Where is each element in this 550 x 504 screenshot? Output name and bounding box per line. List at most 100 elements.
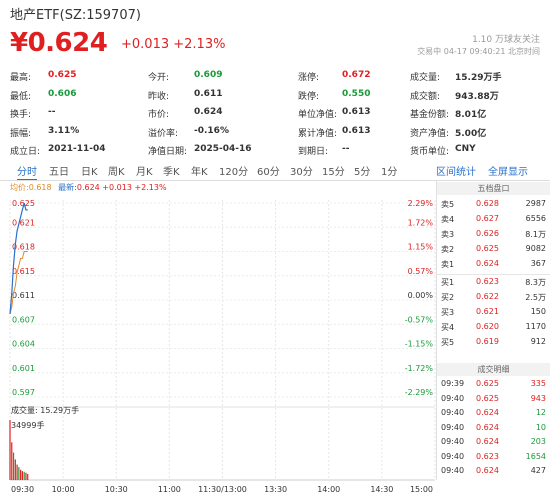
percent-tick-label: 0.00% [408,291,434,300]
trade-price: 0.625 [476,393,499,403]
percent-tick-label: 0.57% [408,267,434,276]
change-percent: +2.13% [173,37,226,52]
order-level-label: 卖5 [441,200,455,209]
tab-period[interactable]: 五日 [49,167,69,178]
order-book-title: 五档盘口 [437,182,550,195]
order-level-price: 0.619 [476,337,499,346]
order-level-volume: 367 [530,259,546,268]
tab-period[interactable]: 季K [163,167,180,178]
stat-value: 0.550 [342,88,371,99]
percent-tick-label: 2.29% [408,199,434,208]
stat-value: 0.611 [194,88,223,99]
order-level-price: 0.626 [476,229,499,238]
tab-period[interactable]: 15分 [322,167,345,178]
trade-time: 09:40 [441,451,465,461]
stat-label: 基金份额: [410,110,450,120]
trade-time: 09:40 [441,466,465,475]
tab-period[interactable]: 日K [81,167,98,178]
percent-tick-label: -2.29% [405,388,434,397]
price-tick-label: 0.597 [12,388,35,397]
percent-tick-label: -0.57% [405,315,434,324]
stat-label: 振幅: [10,128,32,139]
trade-price: 0.625 [476,379,499,388]
tab-period[interactable]: 1分 [381,167,398,178]
stat-label: 到期日: [298,147,329,157]
stat-label: 成立日: [10,147,41,157]
volume-bar [21,471,23,480]
stat-label: 成交量: [410,73,441,83]
stat-value: 8.01亿 [455,110,487,120]
latest-price-legend: 最新:0.624 +0.013 +2.13% [58,183,167,192]
trade-price: 0.624 [476,422,499,432]
price-tick-label: 0.607 [12,315,35,324]
order-level-price: 0.620 [476,322,499,331]
order-level-price: 0.628 [476,199,499,208]
order-level-price: 0.623 [476,277,499,286]
volume-bar [14,459,16,480]
tab-period[interactable]: 月K [136,167,153,178]
stat-value: -- [342,144,350,154]
stat-value: 0.625 [48,70,77,80]
trade-volume: 203 [530,437,546,446]
price-tick-label: 0.621 [12,218,35,227]
stat-label: 成交额: [410,91,441,102]
stat-label: 跌停: [298,91,320,102]
volume-bar [16,464,18,480]
tab-period[interactable]: 周K [108,167,125,178]
time-axis-label: 13:30 [264,485,287,494]
tab-period[interactable]: 年K [191,167,208,178]
chart-legend: 均价:0.618 最新:0.624 +0.013 +2.13% [10,182,167,193]
tab-period[interactable]: 60分 [257,167,280,178]
stat-value: 0.613 [342,125,371,136]
volume-bar [18,467,20,480]
order-level-label: 买2 [441,293,455,302]
trade-status-time: 交易中 04-17 09:40:21 北京时间 [417,47,540,56]
order-level-volume: 150 [530,307,546,316]
time-axis-label: 11:30/13:00 [198,485,247,494]
watch-count: 1.10 万球友关注 [472,35,540,45]
ask-bid-divider [437,274,550,275]
trade-time: 09:40 [441,408,465,417]
volume-max-label: 34999手 [11,420,44,430]
order-level-price: 0.622 [476,292,499,301]
stat-label: 资产净值: [410,128,450,139]
time-axis-label: 09:30 [11,485,34,494]
order-level-volume: 2.5万 [525,293,546,302]
current-price: ¥0.624 [10,28,108,58]
stat-value: 943.88万 [455,91,499,102]
stat-label: 涨停: [298,73,320,83]
trade-detail-title: 成交明细 [437,363,550,376]
tab-period[interactable]: 120分 [219,167,249,178]
stat-label: 市价: [148,110,170,120]
trade-volume: 1654 [525,451,546,461]
avg-price-line [9,251,28,315]
price-tick-label: 0.604 [12,340,35,349]
trade-volume: 943 [530,393,546,403]
intraday-chart[interactable]: 0.6250.6210.6180.6150.6110.6070.6040.601… [0,180,436,504]
order-level-volume: 9082 [525,244,546,253]
stat-value: 0.606 [48,88,77,99]
trade-volume: 12 [535,408,546,417]
stat-value: 15.29万手 [455,73,502,83]
stat-label: 最低: [10,91,32,102]
price-tick-label: 0.618 [12,243,35,252]
trade-time: 09:39 [441,379,465,388]
price-change: +0.013 +2.13% [121,37,225,52]
stat-value: 3.11% [48,125,80,136]
volume-bar [9,420,11,480]
percent-tick-label: -1.72% [405,364,434,373]
change-amount: +0.013 [121,37,170,52]
stat-value: 0.672 [342,70,371,80]
tab-period[interactable]: 5分 [354,167,371,178]
time-axis-label: 11:00 [158,485,181,494]
order-level-price: 0.625 [476,244,499,253]
tab-period[interactable]: 分时 [17,163,37,181]
volume-bar [23,471,25,480]
price-tick-label: 0.601 [12,364,35,373]
tab-period[interactable]: 30分 [290,167,313,178]
interval-stats-link[interactable]: 区间统计 [436,167,476,178]
order-level-label: 卖4 [441,215,455,224]
order-level-volume: 6556 [525,214,546,223]
stat-label: 累计净值: [298,128,338,139]
fullscreen-link[interactable]: 全屏显示 [488,167,528,178]
